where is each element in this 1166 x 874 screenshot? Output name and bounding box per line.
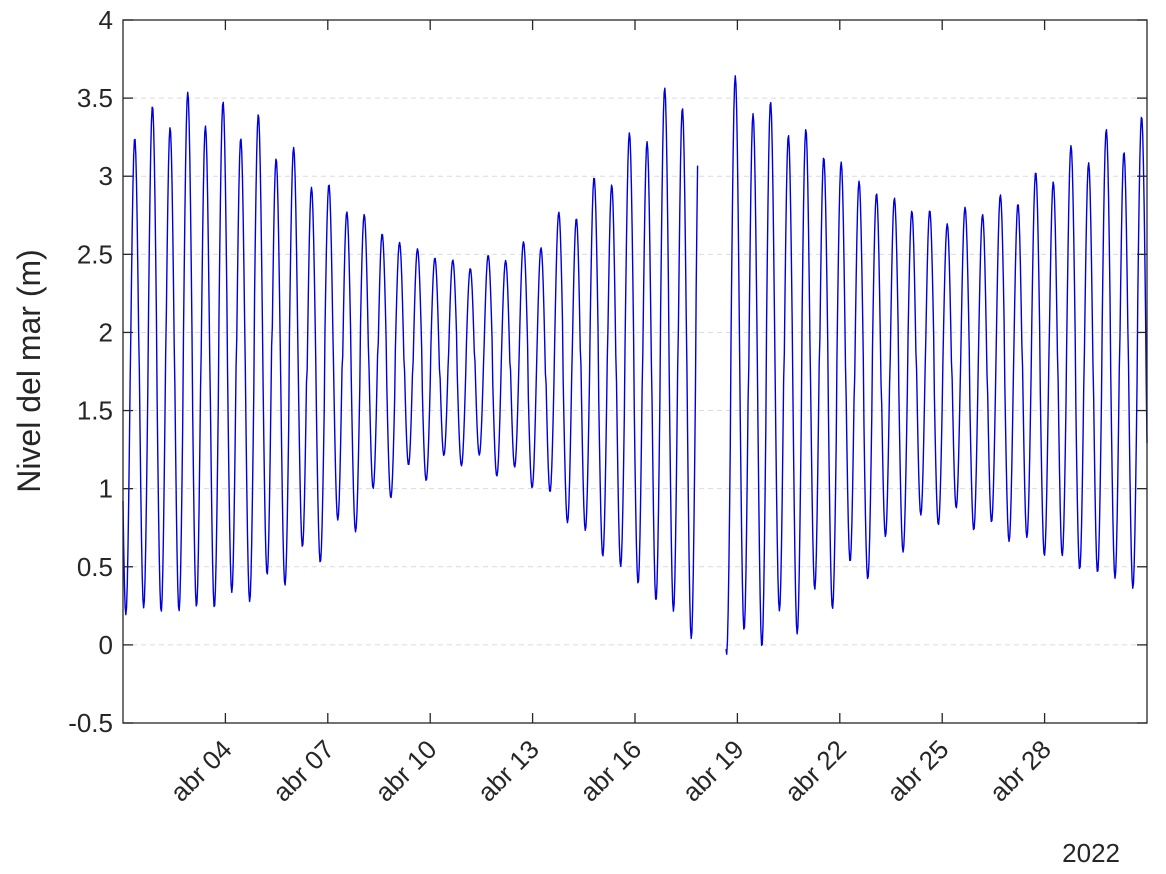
y-axis-label: Nivel del mar (m) — [11, 249, 47, 493]
y-tick-label: 1.5 — [77, 396, 113, 426]
y-tick-label: 4 — [99, 5, 113, 35]
x-tick-label: abr 07 — [267, 734, 340, 807]
x-tick-label: abr 19 — [676, 734, 749, 807]
x-tick-label: abr 13 — [471, 734, 544, 807]
sea-level-line — [725, 75, 1148, 655]
y-tick-label: 0.5 — [77, 552, 113, 582]
plot-area — [122, 75, 1148, 655]
sea-level-line — [122, 87, 699, 640]
y-axis: -0.5 0 0.5 1 1.5 2 2.5 3 3.5 4 — [68, 5, 1147, 738]
x-tick-label: abr 28 — [983, 734, 1056, 807]
y-tick-label: 1 — [99, 474, 113, 504]
x-tick-label: abr 16 — [574, 734, 647, 807]
x-tick-label: abr 10 — [369, 734, 442, 807]
y-tick-label: 3 — [99, 161, 113, 191]
y-gridlines — [123, 97, 1147, 646]
y-tick-label: 3.5 — [77, 83, 113, 113]
y-tick-label: 0 — [99, 630, 113, 660]
x-tick-label: abr 22 — [779, 734, 852, 807]
y-tick-label: 2 — [99, 317, 113, 347]
x-axis: abr 04 abr 07 abr 10 abr 13 abr 16 abr 19 abr … — [164, 20, 1057, 807]
axes-box — [122, 19, 1148, 724]
y-tick-label: 2.5 — [77, 239, 113, 269]
x-tick-label: abr 04 — [164, 734, 237, 807]
x-tick-label: abr 25 — [881, 734, 954, 807]
y-tick-label: -0.5 — [68, 708, 113, 738]
year-label: 2022 — [1062, 838, 1120, 868]
